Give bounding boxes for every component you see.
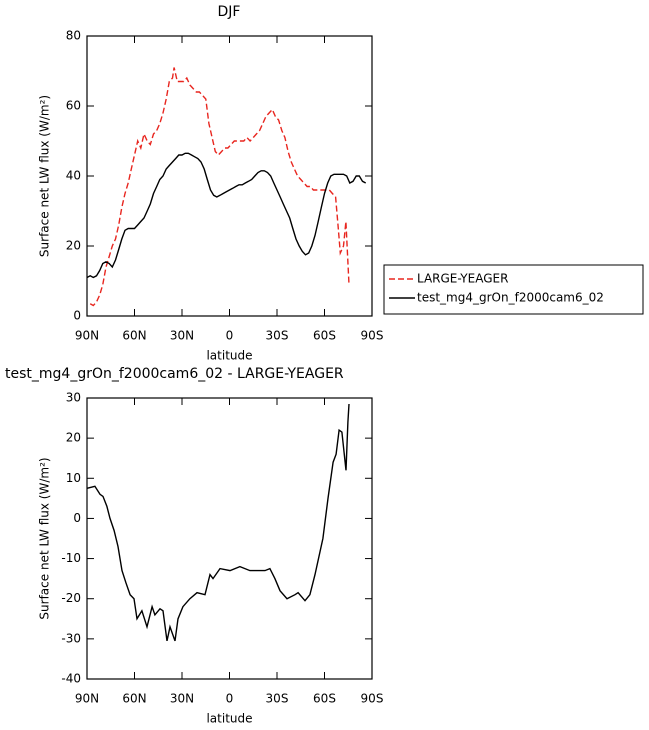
y-axis-label: Surface net LW flux (W/m²) xyxy=(38,457,52,619)
x-tick-label: 90S xyxy=(361,329,384,343)
x-tick-label: 60N xyxy=(122,692,146,706)
x-tick-label: 60S xyxy=(313,692,336,706)
x-tick-label: 60S xyxy=(313,329,336,343)
legend-label: test_mg4_grOn_f2000cam6_02 xyxy=(417,291,604,305)
y-tick-label: 40 xyxy=(66,169,81,183)
chart-title: test_mg4_grOn_f2000cam6_02 - LARGE-YEAGE… xyxy=(5,366,344,382)
x-tick-label: 30S xyxy=(266,692,289,706)
x-tick-label: 0 xyxy=(226,329,234,343)
legend-label: LARGE-YEAGER xyxy=(417,272,508,286)
y-tick-label: -10 xyxy=(61,551,81,565)
x-tick-label: 90N xyxy=(75,329,99,343)
plot-frame xyxy=(86,397,373,680)
y-tick-label: 80 xyxy=(66,29,81,43)
y-axis-label: Surface net LW flux (W/m²) xyxy=(38,95,52,257)
chart-title: DJF xyxy=(218,4,241,20)
data-line xyxy=(86,403,350,642)
y-tick-label: -40 xyxy=(61,672,81,686)
x-tick-label: 30N xyxy=(170,329,194,343)
legend: LARGE-YEAGER test_mg4_grOn_f2000cam6_02 xyxy=(383,264,644,315)
x-tick-label: 90S xyxy=(361,692,384,706)
y-tick-label: 20 xyxy=(66,239,81,253)
y-tick-label: 0 xyxy=(73,309,81,323)
y-tick-label: 30 xyxy=(66,391,81,405)
y-tick-label: -20 xyxy=(61,591,81,605)
x-axis-label: latitude xyxy=(206,349,252,363)
x-tick-label: 90N xyxy=(75,692,99,706)
plot-frame xyxy=(86,35,373,317)
data-line xyxy=(89,67,350,307)
x-tick-label: 30N xyxy=(170,692,194,706)
x-tick-label: 60N xyxy=(122,329,146,343)
y-tick-label: 10 xyxy=(66,471,81,485)
y-tick-label: 20 xyxy=(66,431,81,445)
x-tick-label: 0 xyxy=(226,692,234,706)
y-tick-label: -30 xyxy=(61,631,81,645)
y-tick-label: 60 xyxy=(66,99,81,113)
y-tick-label: 0 xyxy=(73,511,81,525)
legend-box xyxy=(383,264,644,315)
x-tick-label: 30S xyxy=(266,329,289,343)
x-axis-label: latitude xyxy=(206,712,252,726)
data-line xyxy=(86,152,367,279)
